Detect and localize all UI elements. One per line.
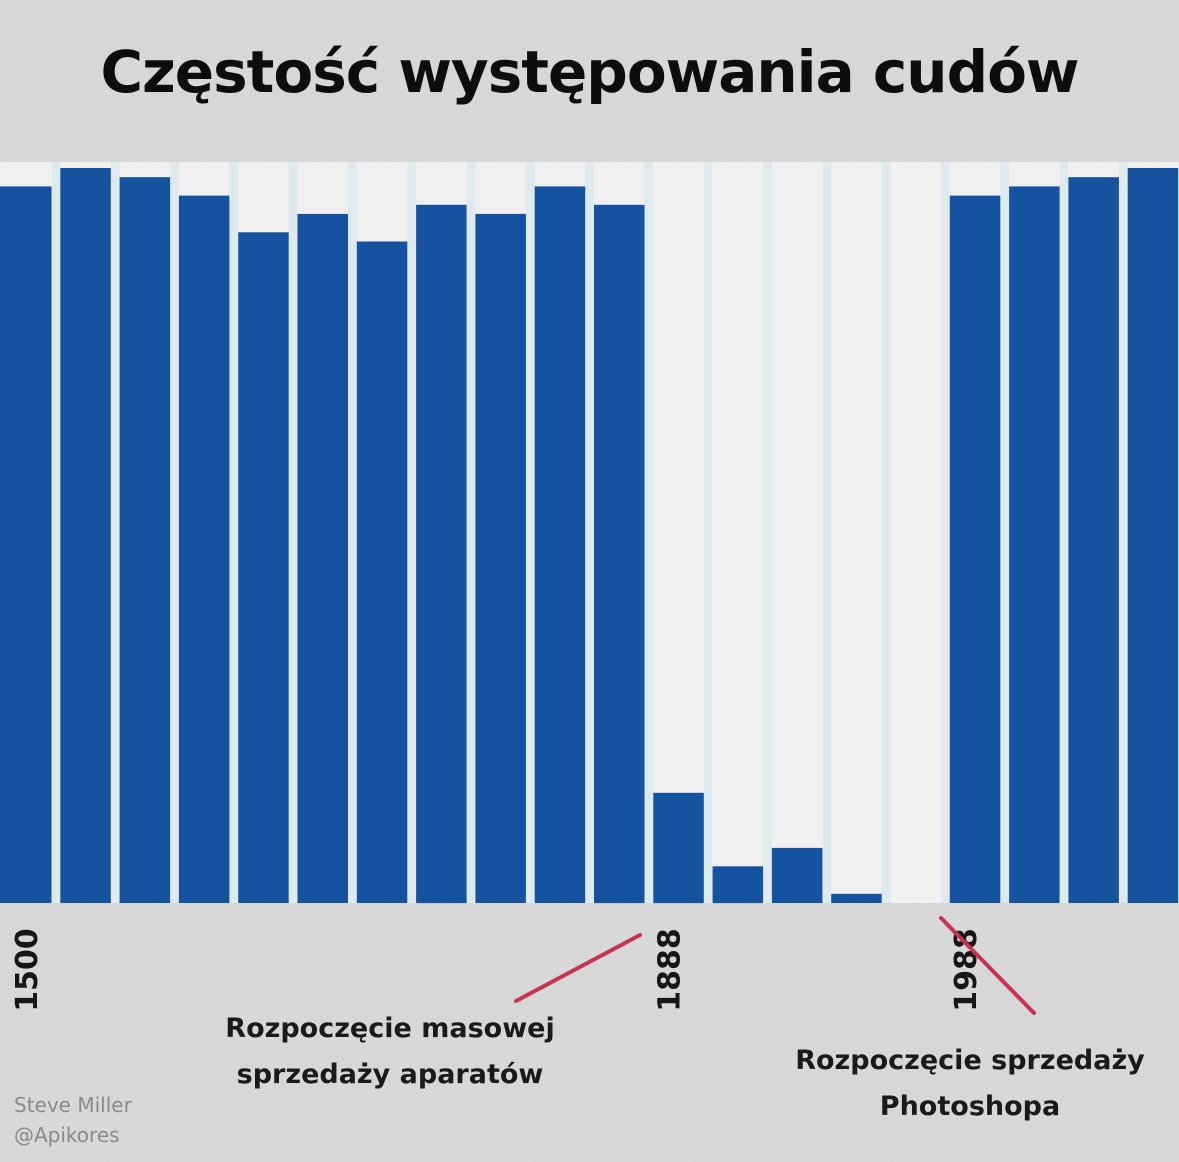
- bar-18: [1068, 177, 1119, 903]
- bar-separator: [585, 162, 594, 903]
- bar-12: [712, 866, 764, 904]
- bar-3: [178, 195, 230, 904]
- bar-separator: [525, 162, 535, 903]
- bar-separator: [1118, 162, 1128, 903]
- bar-separator: [229, 162, 239, 903]
- tick-label-1888: 1888: [652, 928, 687, 1012]
- bar-separator: [1059, 162, 1069, 903]
- bar-16: [949, 195, 1001, 904]
- bar-17: [1009, 186, 1060, 903]
- bar-6: [356, 241, 408, 903]
- annotation-lines-layer: [514, 916, 1036, 1015]
- annotation-photoshop: Rozpoczęcie sprzedaży Photoshopa: [760, 1038, 1179, 1130]
- bar-separator: [51, 162, 61, 903]
- bar-8: [475, 213, 526, 903]
- bar-4: [238, 232, 289, 904]
- tick-label-1988: 1988: [949, 928, 984, 1012]
- bar-11: [653, 792, 704, 904]
- bar-14: [831, 893, 882, 903]
- annotation-cameras: Rozpoczęcie masowej sprzedaży aparatów: [180, 1006, 600, 1098]
- bar-10: [594, 204, 645, 904]
- bar-1: [60, 168, 111, 903]
- bars-layer: [0, 162, 1179, 904]
- chart-title: Częstość występowania cudów: [100, 38, 1079, 106]
- annotation-line-1988: [939, 916, 1036, 1015]
- bar-2: [119, 177, 171, 903]
- annotation-photoshop-line-2: Photoshopa: [879, 1091, 1061, 1122]
- bar-separator: [288, 162, 298, 903]
- bar-separator: [763, 162, 772, 903]
- bar-separator: [407, 162, 417, 903]
- bar-separator: [941, 162, 950, 903]
- credit-author: Steve Miller: [14, 1093, 132, 1117]
- bar-separator: [348, 162, 357, 903]
- bar-separator: [644, 162, 654, 903]
- annotation-cameras-line-1: Rozpoczęcie masowej: [225, 1013, 555, 1044]
- bar-9: [534, 186, 586, 903]
- bar-separator: [1000, 162, 1010, 903]
- bar-0: [0, 186, 52, 903]
- author-credit: Steve Miller @Apikores: [14, 1090, 132, 1150]
- bar-separator: [703, 162, 713, 903]
- bar-separator: [466, 162, 476, 903]
- bar-7: [416, 204, 467, 904]
- credit-handle: @Apikores: [14, 1123, 120, 1147]
- annotation-line-1888: [514, 933, 642, 1003]
- bar-5: [297, 213, 348, 903]
- bar-separator: [881, 162, 891, 903]
- bar-19: [1127, 168, 1179, 903]
- annotation-cameras-line-2: sprzedaży aparatów: [236, 1059, 544, 1090]
- tick-labels-layer: 1500 1888 1988: [10, 928, 984, 1012]
- bar-separator: [822, 162, 832, 903]
- bar-separator: [170, 162, 179, 903]
- bar-13: [771, 847, 823, 903]
- tick-label-1500: 1500: [10, 928, 45, 1012]
- bar-separator: [110, 162, 120, 903]
- annotation-photoshop-line-1: Rozpoczęcie sprzedaży: [795, 1045, 1145, 1076]
